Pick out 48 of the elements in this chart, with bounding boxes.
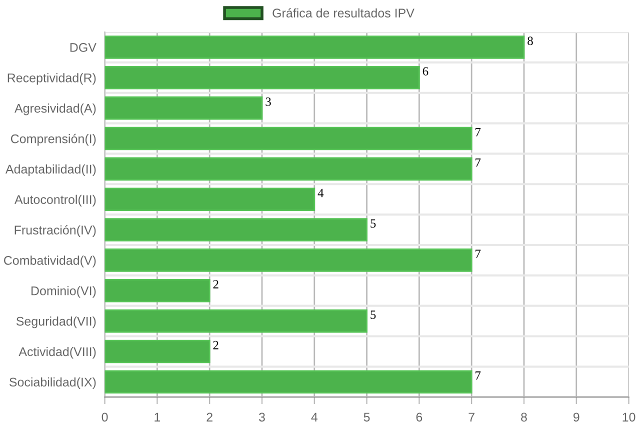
x-tick-label: 0 <box>102 412 108 422</box>
bar <box>104 278 210 302</box>
data-label: 5 <box>370 219 376 228</box>
y-tick-label: Actividad(VIII) <box>18 346 96 359</box>
data-label: 3 <box>266 98 271 106</box>
y-tick-label: Dominio(VI) <box>32 286 96 298</box>
bar <box>104 309 368 333</box>
x-tick-label: 10 <box>622 412 636 422</box>
data-label: 4 <box>318 188 324 198</box>
y-tick-label: Frustración(IV) <box>14 225 96 237</box>
y-tick-label: Autocontrol(III) <box>14 194 96 206</box>
bar <box>104 218 368 242</box>
x-tick-label: 5 <box>364 412 370 422</box>
y-tick-label: Seguridad(VII) <box>16 316 96 328</box>
y-tick-label: Agresividad(A) <box>14 104 96 116</box>
data-label: 2 <box>213 280 218 288</box>
x-tick-label: 6 <box>416 412 422 422</box>
x-tick-label: 4 <box>311 412 318 422</box>
y-tick-label: DGV <box>70 43 96 52</box>
x-tick-label: 7 <box>468 412 474 422</box>
data-label: 5 <box>370 310 376 319</box>
bar <box>104 188 316 212</box>
y-tick-label: Sociabilidad(IX) <box>9 377 96 390</box>
legend-label: Gráfica de resultados IPV <box>272 8 414 18</box>
data-label: 7 <box>476 128 481 136</box>
data-label: 2 <box>213 340 218 350</box>
bar <box>104 370 472 394</box>
y-tick-label: Adaptabilidad(II) <box>5 164 96 176</box>
x-tick-label: 3 <box>258 412 265 422</box>
bar <box>104 340 210 364</box>
data-label: 8 <box>528 36 533 46</box>
bar <box>104 96 263 120</box>
x-tick-label: 2 <box>206 412 212 422</box>
y-tick-label: Combatividad(V) <box>4 256 96 268</box>
bar <box>104 157 472 181</box>
x-tick-label: 1 <box>154 412 160 422</box>
bar <box>104 66 420 90</box>
bar <box>104 248 472 272</box>
x-tick-label: 8 <box>521 412 527 422</box>
data-label: 7 <box>476 250 481 258</box>
data-label: 6 <box>422 67 428 76</box>
x-tick-label: 9 <box>573 412 580 422</box>
bar <box>104 36 525 59</box>
data-label: 7 <box>476 371 481 380</box>
data-label: 7 <box>476 158 481 167</box>
bar <box>104 126 472 150</box>
y-tick-label: Receptividad(R) <box>8 73 96 85</box>
y-tick-label: Comprensión(I) <box>10 134 96 146</box>
